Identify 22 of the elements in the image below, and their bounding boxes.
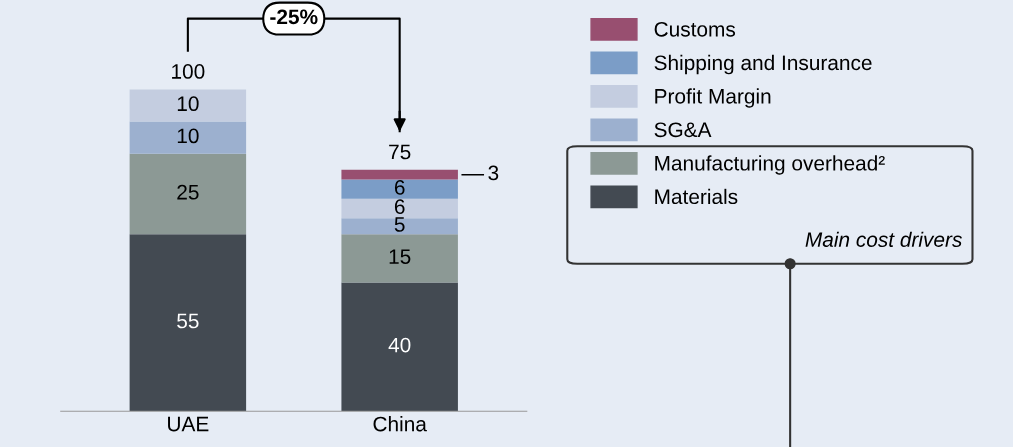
total-label: 100 [172,64,205,79]
data-label: 10 [177,128,199,144]
data-label: 10 [177,96,199,112]
data-label: 55 [177,313,199,329]
data-label: 3 [488,165,499,181]
data-label: 5 [394,217,405,232]
legend-label: SG&A [654,122,712,138]
legend-label: Materials [655,188,738,205]
data-label: 25 [177,184,199,200]
text: Main cost drivers [805,231,962,247]
data-label: 6 [394,180,405,195]
legend-label: Shipping and Insurance [654,54,872,75]
data-label: 40 [388,337,411,353]
legend-label: Profit Margin [655,88,771,108]
text: -25% [270,9,318,25]
data-label: 15 [389,249,411,264]
x-tick-label: China [373,416,427,432]
total-label: 75 [389,144,411,160]
x-tick-label: UAE [168,416,209,432]
data-label: 6 [394,199,405,215]
legend-label: Customs [654,21,736,37]
legend-label: Manufacturing overhead² [655,155,885,175]
